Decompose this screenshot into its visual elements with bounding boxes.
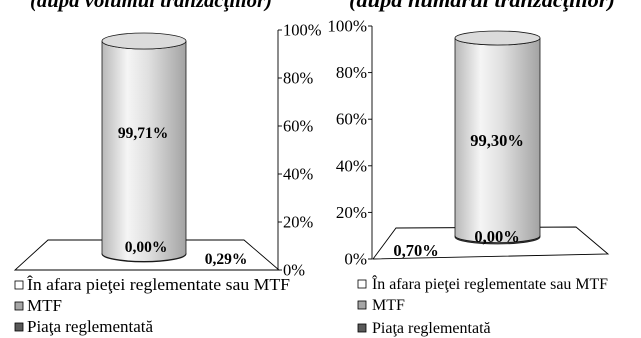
y-tick-label: 40% <box>283 165 314 184</box>
data-label: 0,00% <box>125 239 168 256</box>
y-tick-label: 0% <box>283 261 305 280</box>
y-tick-label: 60% <box>283 117 314 136</box>
legend-item: În afara pieţei reglementate sau MTF <box>357 274 608 293</box>
y-tick-label: 60% <box>336 110 367 129</box>
legend: În afara pieţei reglementate sau MTF MTF… <box>357 274 608 337</box>
legend-swatch <box>357 300 367 310</box>
legend-swatch <box>357 323 367 333</box>
legend-swatch <box>14 301 24 311</box>
value-axis-ticks: 0% 20% 40% 60% 80% 100% <box>327 17 372 269</box>
legend-swatch <box>14 322 24 332</box>
y-tick-label: 100% <box>283 21 322 40</box>
legend-label: Piaţa reglementată <box>372 320 491 337</box>
legend-item: Piaţa reglementată <box>14 317 153 336</box>
data-label: 0,00% <box>474 227 519 246</box>
y-tick-label: 80% <box>336 63 367 82</box>
y-tick-label: 20% <box>283 213 314 232</box>
legend-label: Piaţa reglementată <box>27 317 153 336</box>
data-label: 0,70% <box>393 241 438 260</box>
chart-volume: (după volumul tranzacţiilor) 0% 20% 40% 60%… <box>13 0 322 336</box>
y-tick-label: 20% <box>336 203 367 222</box>
data-label: 0,29% <box>205 251 248 268</box>
legend-item: MTF <box>14 296 62 315</box>
legend-label: MTF <box>27 296 62 315</box>
cylinder-top-cap <box>101 32 187 50</box>
cylinder-segment <box>101 40 187 262</box>
legend-swatch <box>14 280 24 290</box>
data-labels: 99,71% 0,00% 0,29% <box>118 125 248 268</box>
chart-title: (după numărul tranzacţiilor) <box>349 0 615 12</box>
y-tick-label: 80% <box>283 69 314 88</box>
legend: În afara pieţei reglementate sau MTF MTF… <box>14 275 290 336</box>
legend-item: În afara pieţei reglementate sau MTF <box>14 275 290 294</box>
chart-count: (după numărul tranzacţiilor) 0% 20% 40% 60%… <box>327 0 615 337</box>
cylinder-top-cap <box>454 30 541 46</box>
y-tick-label: 40% <box>336 156 367 175</box>
legend-item: Piaţa reglementată <box>357 320 491 337</box>
legend-swatch <box>357 279 367 289</box>
legend-label: MTF <box>372 297 405 314</box>
legend-label: În afara pieţei reglementate sau MTF <box>27 275 290 294</box>
data-labels: 99,30% 0,00% 0,70% <box>393 131 524 260</box>
cylinder <box>454 30 541 245</box>
chart-title: (după volumul tranzacţiilor) <box>30 0 272 12</box>
y-tick-label: 100% <box>327 17 367 36</box>
legend-label: În afara pieţei reglementate sau MTF <box>372 274 608 293</box>
value-axis-ticks: 0% 20% 40% 60% 80% 100% <box>278 21 322 280</box>
data-label: 99,30% <box>470 131 524 150</box>
data-label: 99,71% <box>118 125 168 142</box>
y-tick-label: 0% <box>344 250 367 269</box>
legend-item: MTF <box>357 297 405 314</box>
cylinder <box>101 32 187 263</box>
